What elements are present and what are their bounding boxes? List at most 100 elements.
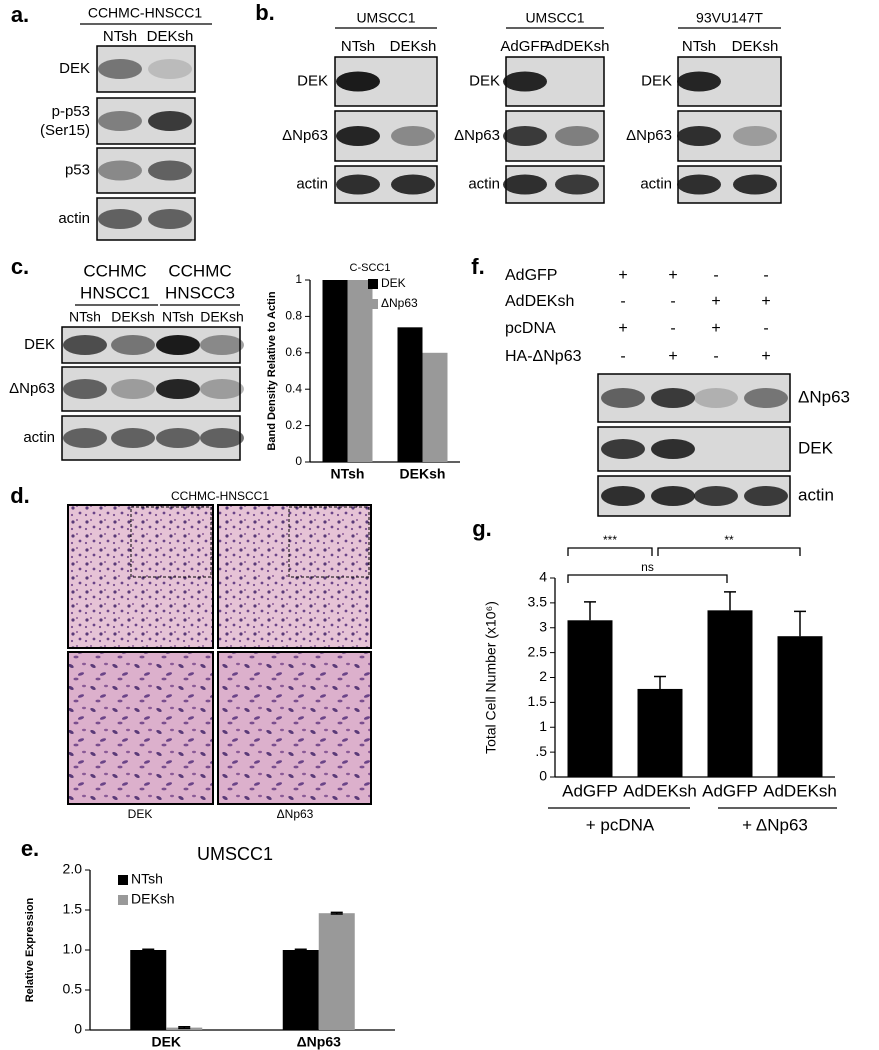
x-tick-label: AdGFP <box>562 781 618 800</box>
y-tick-label: 0.4 <box>285 381 302 395</box>
lane-label: NTsh <box>162 309 194 325</box>
band <box>156 335 200 355</box>
row-label: actin <box>58 210 90 227</box>
condition-label: pcDNA <box>505 320 556 337</box>
band <box>98 209 142 229</box>
band <box>200 379 244 399</box>
row-label: actin <box>798 485 834 504</box>
panel-label: c. <box>11 254 29 279</box>
row-label: (Ser15) <box>40 122 90 139</box>
legend-swatch <box>368 279 378 289</box>
band <box>733 126 777 146</box>
condition-sign: + <box>711 293 720 310</box>
y-tick-label: 0 <box>539 768 547 784</box>
row-label: actin <box>640 175 672 192</box>
band <box>555 174 599 195</box>
band <box>98 59 142 79</box>
condition-sign: + <box>761 348 770 365</box>
band <box>111 428 155 448</box>
micrograph <box>67 651 214 805</box>
band <box>503 126 547 146</box>
panel-title: CCHMC-HNSCC1 <box>171 489 269 503</box>
band <box>63 428 107 448</box>
error-bar <box>142 948 155 952</box>
band <box>148 111 192 131</box>
lane-label: NTsh <box>682 38 716 55</box>
condition-sign: - <box>713 348 718 365</box>
blot-title: UMSCC1 <box>525 10 584 26</box>
condition-sign: + <box>711 320 720 337</box>
row-label: DEK <box>24 336 55 353</box>
panel-label: g. <box>472 516 492 541</box>
row-label: actin <box>296 175 328 192</box>
bar <box>397 327 423 462</box>
legend-label: DEKsh <box>131 891 175 907</box>
bar <box>567 620 613 777</box>
band <box>111 379 155 399</box>
error-bar <box>294 948 307 952</box>
blot-title: UMSCC1 <box>356 10 415 26</box>
row-label: DEK <box>297 72 328 89</box>
row-label: DEK <box>641 72 672 89</box>
x-tick-label: DEKsh <box>400 466 446 482</box>
chart-title: C-SCC1 <box>350 262 391 274</box>
x-tick-label: AdDEKsh <box>763 781 837 800</box>
y-tick-label: 2.0 <box>63 861 83 877</box>
band <box>336 71 380 92</box>
caption: ΔNp63 <box>277 807 314 821</box>
band <box>98 111 142 131</box>
row-label: p53 <box>65 161 90 178</box>
band <box>677 71 721 92</box>
error-bar <box>584 601 596 621</box>
group-label: + ΔNp63 <box>742 815 808 834</box>
condition-sign: - <box>670 320 675 337</box>
band <box>601 439 645 459</box>
bar <box>707 610 753 777</box>
y-tick-label: 0 <box>295 454 302 468</box>
y-axis-label: Relative Expression <box>24 897 36 1002</box>
condition-sign: - <box>763 320 768 337</box>
panel-label: d. <box>10 483 30 508</box>
caption: DEK <box>128 807 153 821</box>
lane-label: DEKsh <box>111 309 155 325</box>
condition-sign: - <box>763 267 768 284</box>
band <box>555 126 599 146</box>
error-bar <box>178 1026 191 1030</box>
condition-sign: - <box>620 348 625 365</box>
y-tick-label: 1 <box>539 718 547 734</box>
y-tick-label: 1 <box>295 272 302 286</box>
lane-label: NTsh <box>341 38 375 55</box>
condition-label: AdDEKsh <box>505 293 574 310</box>
band <box>733 174 777 195</box>
group-label: HNSCC1 <box>80 283 150 302</box>
band <box>503 174 547 195</box>
row-label: p-p53 <box>52 103 90 120</box>
band <box>391 174 435 195</box>
lane-label: NTsh <box>69 309 101 325</box>
bar <box>347 280 373 462</box>
condition-label: AdGFP <box>505 267 557 284</box>
chart-title: UMSCC1 <box>197 844 273 864</box>
lane-label: DEKsh <box>390 38 437 55</box>
band <box>148 59 192 79</box>
band <box>200 335 244 355</box>
group-label: CCHMC <box>168 261 231 280</box>
row-label: actin <box>23 429 55 446</box>
significance-label: *** <box>603 533 617 547</box>
condition-sign: + <box>618 267 627 284</box>
lane-label: NTsh <box>103 28 137 45</box>
significance-bracket <box>567 547 653 556</box>
row-label: ΔNp63 <box>798 387 850 406</box>
y-tick-label: .5 <box>535 743 547 759</box>
band <box>336 174 380 195</box>
x-tick-label: AdDEKsh <box>623 781 697 800</box>
condition-sign: - <box>670 293 675 310</box>
y-tick-label: 0.8 <box>285 309 302 323</box>
legend-swatch <box>368 299 378 309</box>
band <box>336 126 380 146</box>
row-label: actin <box>468 175 500 192</box>
y-tick-label: 3.5 <box>528 594 548 610</box>
condition-sign: + <box>668 348 677 365</box>
panel-label: f. <box>471 254 484 279</box>
band <box>744 388 788 408</box>
